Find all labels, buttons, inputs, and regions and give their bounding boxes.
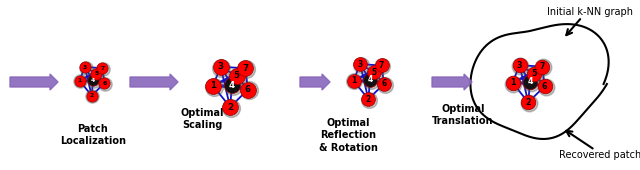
Text: 3: 3	[83, 65, 87, 70]
Text: 7: 7	[540, 62, 545, 71]
Text: 2: 2	[90, 93, 94, 98]
Text: 4: 4	[527, 78, 532, 87]
Text: 3: 3	[358, 60, 363, 69]
Text: 4: 4	[229, 81, 235, 89]
Text: 3: 3	[516, 61, 522, 70]
Text: Optimal
Reflection
& Rotation: Optimal Reflection & Rotation	[319, 118, 378, 153]
Text: 5: 5	[531, 69, 537, 78]
Text: Initial k-NN graph: Initial k-NN graph	[547, 7, 633, 17]
Text: Recovered patch: Recovered patch	[559, 150, 640, 160]
Text: 5: 5	[371, 68, 376, 76]
Text: 2: 2	[525, 98, 531, 107]
Text: 6: 6	[381, 79, 387, 88]
Text: 1: 1	[210, 81, 216, 90]
Text: 1: 1	[509, 78, 515, 87]
FancyArrow shape	[130, 74, 178, 90]
Text: 1: 1	[77, 78, 82, 83]
Text: Patch
Localization: Patch Localization	[60, 124, 126, 146]
Text: 6: 6	[542, 82, 547, 91]
FancyArrow shape	[432, 74, 472, 90]
FancyArrow shape	[10, 74, 58, 90]
Text: 7: 7	[379, 61, 384, 70]
Text: 6: 6	[102, 81, 106, 86]
Text: 6: 6	[245, 85, 251, 94]
Text: 3: 3	[218, 62, 223, 71]
Text: 4: 4	[367, 75, 372, 84]
Text: 5: 5	[234, 71, 239, 80]
Text: 2: 2	[227, 103, 233, 112]
FancyArrow shape	[300, 74, 330, 90]
Text: Optimal
Translation: Optimal Translation	[432, 104, 493, 126]
Text: 7: 7	[100, 66, 104, 71]
Text: Optimal
Scaling: Optimal Scaling	[180, 108, 224, 130]
Text: 7: 7	[242, 64, 248, 73]
Text: 5: 5	[94, 71, 99, 76]
Text: 2: 2	[365, 95, 371, 104]
Text: 4: 4	[91, 78, 95, 82]
Text: 1: 1	[351, 76, 356, 85]
